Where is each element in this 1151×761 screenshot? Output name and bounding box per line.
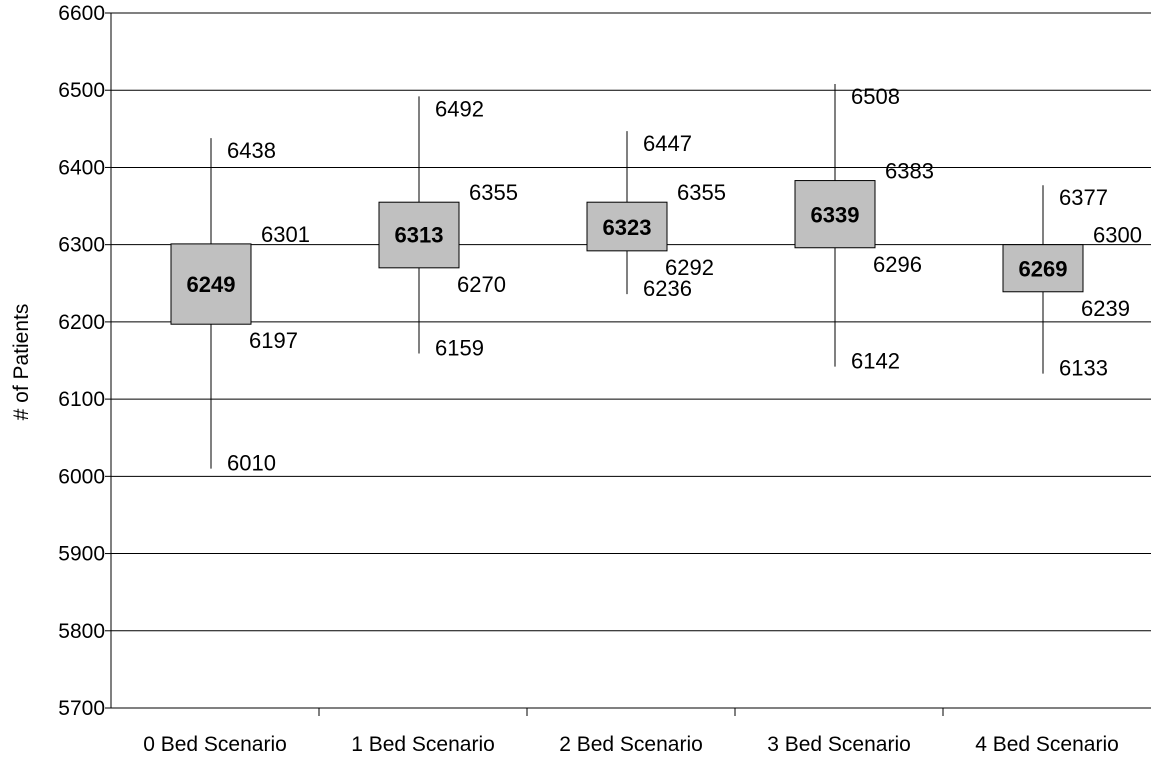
upper-value-label: 6355 — [469, 180, 518, 205]
y-tick-label: 5900 — [58, 543, 105, 566]
y-tick-label: 6400 — [58, 156, 105, 179]
mean-value-label: 6269 — [1019, 257, 1068, 282]
lower-value-label: 6197 — [249, 328, 298, 353]
y-tick-label: 6000 — [58, 465, 105, 488]
upper-value-label: 6355 — [677, 180, 726, 205]
mean-value-label: 6339 — [811, 203, 860, 228]
x-category-label: 2 Bed Scenario — [559, 733, 703, 756]
min-value-label: 6236 — [643, 276, 692, 301]
min-value-label: 6010 — [227, 451, 276, 476]
min-value-label: 6142 — [851, 349, 900, 374]
lower-value-label: 6239 — [1081, 296, 1130, 321]
box-group: 6249 6438 6301 6197 6010 — [170, 138, 310, 476]
max-value-label: 6508 — [851, 84, 900, 109]
y-axis-label: # of Patients — [10, 304, 33, 421]
box-rect — [586, 201, 668, 252]
mean-value-label: 6313 — [395, 223, 444, 248]
gridlines — [111, 12, 1151, 632]
y-tick-label: 6200 — [58, 311, 105, 334]
box-group: 6339 6508 6383 6296 6142 — [794, 84, 934, 374]
max-value-label: 6492 — [435, 96, 484, 121]
max-value-label: 6377 — [1059, 185, 1108, 210]
x-axis: 0 Bed Scenario 1 Bed Scenario 2 Bed Scenar… — [110, 13, 1151, 756]
lower-value-label: 6270 — [457, 272, 506, 297]
y-tick-label: 6300 — [58, 234, 105, 257]
y-axis-ticks: 5700 5800 5900 6000 6100 6200 6300 6400 6500 6600 — [58, 2, 111, 720]
box-group: 6313 6492 6355 6270 6159 — [378, 96, 518, 361]
x-category-label: 4 Bed Scenario — [975, 733, 1119, 756]
y-tick-label: 6600 — [58, 2, 105, 25]
lower-value-label: 6292 — [665, 255, 714, 280]
y-tick-label: 5700 — [58, 697, 105, 720]
upper-value-label: 6383 — [885, 159, 934, 184]
max-value-label: 6447 — [643, 131, 692, 156]
y-tick-label: 6500 — [58, 79, 105, 102]
box-rect — [378, 201, 460, 269]
box-rect — [170, 243, 252, 325]
y-tick-label: 5800 — [58, 620, 105, 643]
max-value-label: 6438 — [227, 138, 276, 163]
min-value-label: 6159 — [435, 336, 484, 361]
x-category-label: 1 Bed Scenario — [351, 733, 495, 756]
x-category-label: 3 Bed Scenario — [767, 733, 911, 756]
box-group: 6269 6377 6300 6239 6133 — [1002, 185, 1142, 381]
upper-value-label: 6301 — [261, 222, 310, 247]
boxes: 6249 6438 6301 6197 6010 6313 6492 6355 6270 6159… — [170, 84, 1142, 476]
mean-value-label: 6323 — [603, 215, 652, 240]
lower-value-label: 6296 — [873, 252, 922, 277]
y-tick-label: 6100 — [58, 388, 105, 411]
min-value-label: 6133 — [1059, 356, 1108, 381]
x-category-label: 0 Bed Scenario — [143, 733, 287, 756]
mean-value-label: 6249 — [187, 272, 236, 297]
box-rect — [1002, 244, 1084, 293]
upper-value-label: 6300 — [1093, 223, 1142, 248]
box-rect — [794, 180, 876, 249]
